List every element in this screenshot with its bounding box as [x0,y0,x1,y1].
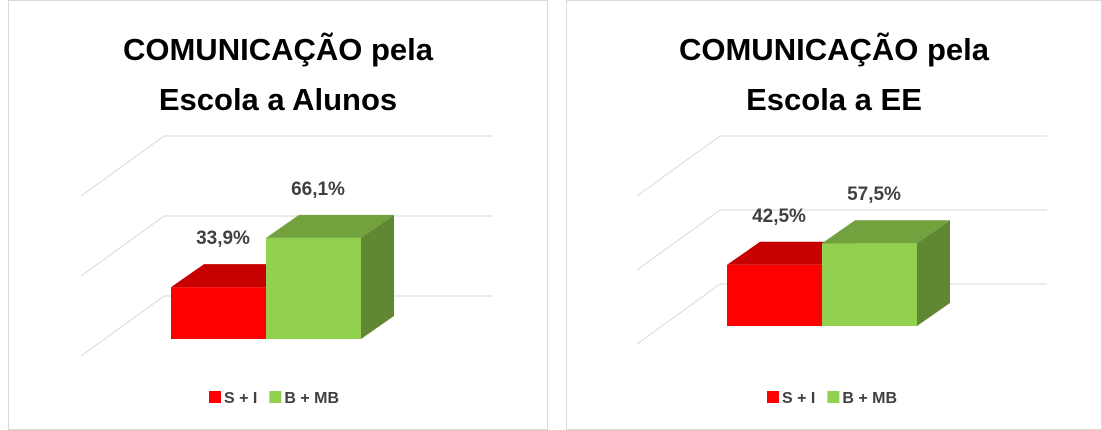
bar-front [266,237,361,339]
grid-line [636,135,721,197]
chart-panel: 42,5% 57,5% S + I B + MB COMUNICAÇÃO pela E… [566,0,1102,430]
legend-label: S + I [224,390,257,407]
grid-line [636,209,721,271]
bar-top [266,214,394,238]
bar-side [361,214,394,339]
bar-front [822,243,917,326]
legend-swatch [209,391,221,403]
chart-title: COMUNICAÇÃO pela Escola a EE [678,32,989,117]
data-label: 57,5% [847,184,901,205]
data-label: 33,9% [196,228,250,249]
grid-line [80,135,165,197]
chart-title: COMUNICAÇÃO pela Escola a Alunos [122,32,433,117]
grid-line [636,283,721,345]
bar-top [822,220,950,244]
legend-swatch [767,391,779,403]
chart: 33,9% 66,1% S + I B + MB [80,135,493,407]
chart-panel: 33,9% 66,1% S + I B + MB COMUNICAÇÃO pela E… [8,0,548,430]
bar-front [727,264,822,326]
legend-label: S + I [782,390,815,407]
data-label: 66,1% [291,179,345,200]
grid-line [80,295,165,357]
legend-label: B + MB [284,390,339,407]
grid-line [80,215,165,277]
data-label: 42,5% [752,206,806,227]
bar-side [917,220,950,326]
legend-swatch [269,391,282,403]
legend-label: B + MB [842,390,897,407]
legend-swatch [827,391,840,403]
chart: 42,5% 57,5% S + I B + MB [636,135,1047,407]
bar-front [171,287,266,339]
